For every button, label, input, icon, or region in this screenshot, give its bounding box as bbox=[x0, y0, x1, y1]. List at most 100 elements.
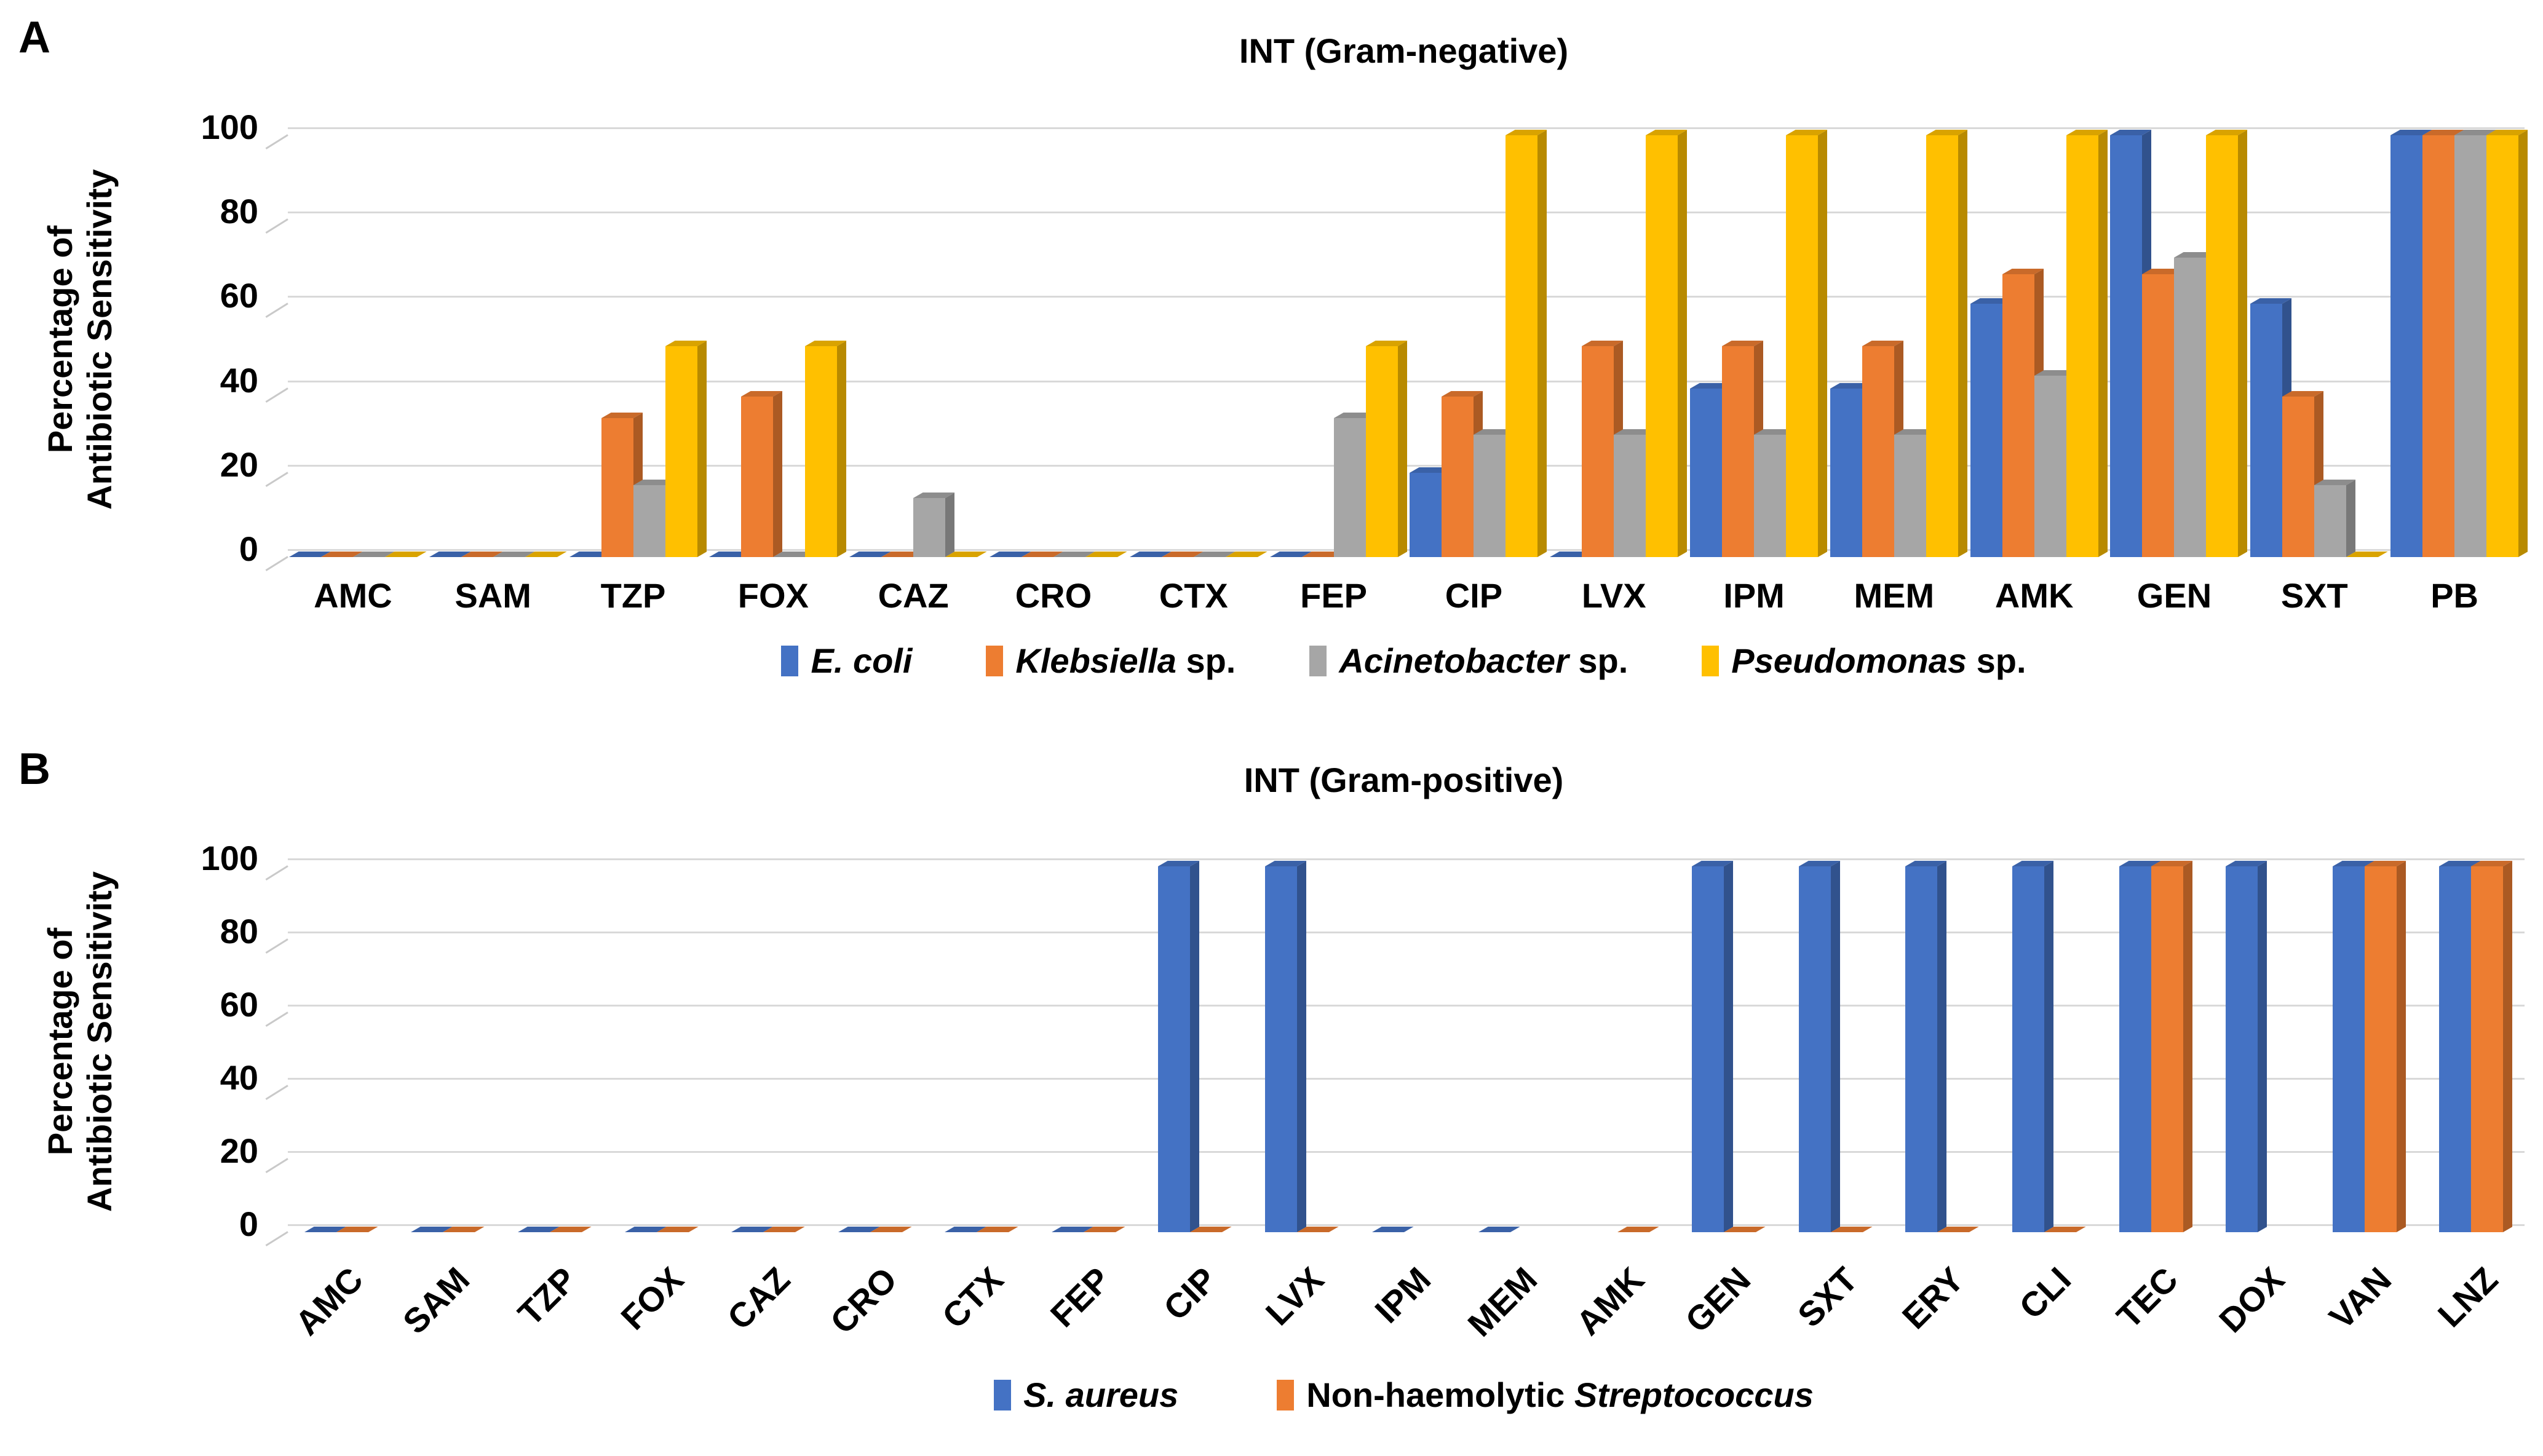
bar-pseudomonas-sp- bbox=[2206, 135, 2239, 557]
x-axis-tick-label: FOX bbox=[613, 1259, 691, 1337]
y-axis-tick-label: 100 bbox=[200, 839, 258, 877]
bar-acinetobacter-sp- bbox=[2174, 257, 2207, 557]
y-axis-tick-label: 40 bbox=[220, 360, 258, 400]
panel-a-title: INT (Gram-negative) bbox=[1239, 31, 1569, 70]
bar-side-face bbox=[2098, 130, 2108, 558]
bar-zero-non-haemolytic-streptococcus bbox=[1617, 1227, 1659, 1232]
bar-side-face bbox=[945, 493, 955, 557]
bar-klebsiella-sp- bbox=[2142, 274, 2175, 557]
bar-side-face bbox=[773, 391, 783, 557]
x-axis-tick-label: GEN bbox=[2136, 576, 2212, 615]
x-axis-tick-label: ERY bbox=[1895, 1259, 1972, 1337]
bar-side-face bbox=[2183, 861, 2192, 1232]
panel-b: B INT (Gram-positive) Percentage of Anti… bbox=[0, 726, 2543, 1456]
legend-text-regular: sp. bbox=[1967, 641, 2026, 680]
bar-non-haemolytic-streptococcus bbox=[2151, 866, 2183, 1232]
bar-acinetobacter-sp- bbox=[633, 485, 665, 557]
legend-text-italic: Streptococcus bbox=[1574, 1375, 1814, 1414]
x-axis-tick-label: CAZ bbox=[720, 1259, 798, 1337]
bar-side-face bbox=[1397, 341, 1407, 557]
bar-acinetobacter-sp- bbox=[1474, 435, 1506, 557]
y-axis-title-line1: Percentage of bbox=[41, 225, 79, 454]
panel-a: A INT (Gram-negative) Percentage of Anti… bbox=[0, 0, 2543, 726]
panel-b-y-axis-title: Percentage of Antibiotic Sensitivity bbox=[41, 771, 119, 1312]
legend-swatch bbox=[994, 1379, 1012, 1410]
legend-text-regular: sp. bbox=[1568, 641, 1629, 680]
bar-s--aureus bbox=[1692, 866, 1724, 1232]
x-axis-tick-label: CIP bbox=[1445, 576, 1503, 615]
gridline bbox=[288, 1078, 2525, 1080]
panel-a-letter: A bbox=[18, 13, 50, 62]
y-axis-tick-label: 60 bbox=[220, 985, 258, 1024]
panel-a-plot-area: 0 20 40 60 80 100 AMC SAM TZP FOX CAZ CRO CTX FEP CIP L… bbox=[201, 108, 2528, 664]
bar-s--aureus bbox=[1158, 866, 1191, 1232]
legend-item: E. coli bbox=[781, 641, 912, 681]
bar-pseudomonas-sp- bbox=[665, 346, 697, 557]
y-axis-title-line2: Antibiotic Sensitivity bbox=[80, 169, 119, 510]
gridline bbox=[288, 932, 2525, 933]
bar-side-face bbox=[1937, 861, 1947, 1232]
legend-swatch bbox=[1277, 1379, 1295, 1410]
bar-klebsiella-sp- bbox=[1722, 346, 1755, 557]
x-axis-tick-label: MEM bbox=[1854, 576, 1935, 615]
bar-acinetobacter-sp- bbox=[1333, 417, 1366, 557]
bar-side-face bbox=[2518, 130, 2528, 558]
bar-acinetobacter-sp- bbox=[1894, 435, 1926, 557]
bar-pseudomonas-sp- bbox=[1646, 135, 1678, 557]
legend-text-italic: E. coli bbox=[811, 641, 913, 680]
bar-s--aureus bbox=[2119, 866, 2151, 1232]
gridline bbox=[288, 1005, 2525, 1007]
legend-text-italic: Pseudomonas bbox=[1731, 641, 1967, 680]
x-axis-tick-label: SAM bbox=[454, 576, 531, 615]
y-axis-tick-label: 0 bbox=[239, 529, 258, 568]
axis-depth-tick bbox=[265, 1231, 288, 1247]
bar-pseudomonas-sp- bbox=[2486, 135, 2519, 557]
bar-klebsiella-sp- bbox=[2422, 135, 2455, 557]
gridline bbox=[288, 1151, 2525, 1153]
x-axis-tick-label: VAN bbox=[2321, 1259, 2398, 1337]
y-axis-title-line2: Antibiotic Sensitivity bbox=[80, 871, 119, 1212]
bar-side-face bbox=[1818, 130, 1828, 558]
x-axis-tick-label: GEN bbox=[1678, 1259, 1758, 1340]
x-axis-tick-label: CTX bbox=[1159, 576, 1228, 615]
y-axis-tick-label: 60 bbox=[220, 276, 258, 315]
bar-acinetobacter-sp- bbox=[2314, 485, 2347, 557]
bar-side-face bbox=[697, 341, 707, 557]
axis-depth-tick bbox=[265, 134, 288, 150]
bar-side-face bbox=[1190, 861, 1200, 1232]
bar-side-face bbox=[1830, 861, 1840, 1232]
bar-e--coli bbox=[1410, 472, 1442, 557]
x-axis-tick-label: CTX bbox=[934, 1259, 1011, 1336]
bar-s--aureus bbox=[1798, 866, 1831, 1232]
bar-side-face bbox=[1958, 130, 1967, 558]
bar-klebsiella-sp- bbox=[2282, 397, 2315, 557]
axis-depth-tick bbox=[265, 938, 288, 954]
gridline bbox=[288, 212, 2525, 214]
bar-s--aureus bbox=[1264, 866, 1297, 1232]
bar-s--aureus bbox=[1905, 866, 1938, 1232]
legend-swatch bbox=[986, 645, 1004, 676]
bar-side-face bbox=[1724, 861, 1734, 1232]
x-axis-tick-label: MEM bbox=[1460, 1259, 1545, 1344]
x-axis-tick-label: CAZ bbox=[878, 576, 949, 615]
panel-a-legend: E. coli Klebsiella sp. Acinetobacter sp. Ps… bbox=[283, 641, 2525, 681]
x-axis-tick-label: AMC bbox=[287, 1259, 371, 1343]
x-axis-tick-label: FEP bbox=[1300, 576, 1368, 615]
bar-s--aureus bbox=[2439, 866, 2472, 1232]
y-axis-title-line1: Percentage of bbox=[41, 927, 79, 1156]
legend-item: Acinetobacter sp. bbox=[1309, 641, 1628, 681]
x-axis-tick-label: AMC bbox=[314, 576, 392, 615]
bar-non-haemolytic-streptococcus bbox=[2471, 866, 2504, 1232]
bar-zero-s--aureus bbox=[1478, 1227, 1520, 1232]
y-axis-tick-label: 0 bbox=[239, 1205, 258, 1243]
x-axis-tick-label: SXT bbox=[2280, 576, 2348, 615]
axis-depth-tick bbox=[265, 1011, 288, 1027]
legend-item: Klebsiella sp. bbox=[986, 641, 1236, 681]
axis-depth-tick bbox=[265, 387, 288, 403]
bar-klebsiella-sp- bbox=[1442, 397, 1474, 557]
bar-e--coli bbox=[2390, 135, 2423, 557]
bar-side-face bbox=[2503, 861, 2513, 1232]
x-axis-tick-label: IPM bbox=[1723, 576, 1785, 615]
legend-text-italic: Klebsiella bbox=[1015, 641, 1176, 680]
